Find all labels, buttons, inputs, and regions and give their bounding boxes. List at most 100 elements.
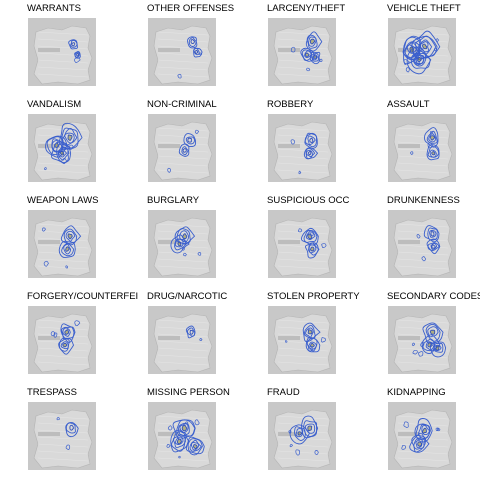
density-contour bbox=[74, 57, 81, 63]
density-plot bbox=[33, 25, 93, 85]
density-contour bbox=[74, 52, 80, 58]
street-line bbox=[277, 45, 329, 50]
street-line bbox=[277, 326, 329, 331]
density-contour bbox=[309, 232, 314, 237]
density-plot bbox=[153, 121, 213, 181]
density-contour bbox=[185, 421, 189, 425]
density-contour bbox=[65, 230, 76, 242]
density-contour bbox=[187, 327, 196, 337]
street-line bbox=[157, 258, 209, 263]
park-area bbox=[278, 48, 300, 52]
density-contour bbox=[170, 429, 190, 453]
street-line bbox=[277, 127, 329, 132]
park-area bbox=[398, 48, 420, 52]
map-tile bbox=[388, 306, 456, 374]
density-contour bbox=[430, 135, 436, 141]
facet-title: FRAUD bbox=[267, 387, 300, 398]
street-line bbox=[277, 230, 329, 235]
density-contour bbox=[44, 167, 47, 171]
facet-title: NON-CRIMINAL bbox=[147, 99, 217, 110]
density-contour bbox=[320, 337, 326, 343]
density-contour bbox=[418, 424, 431, 440]
density-contour bbox=[401, 445, 407, 450]
density-contour bbox=[56, 143, 69, 164]
density-contour bbox=[185, 136, 196, 145]
map-tile bbox=[388, 18, 456, 86]
density-contour bbox=[65, 422, 76, 434]
density-contour bbox=[307, 135, 316, 145]
density-contour bbox=[63, 146, 68, 151]
density-contour bbox=[435, 38, 440, 42]
street-line bbox=[157, 340, 209, 345]
density-contour bbox=[290, 46, 296, 53]
park-area bbox=[158, 432, 180, 436]
density-plot bbox=[153, 25, 213, 85]
street-line bbox=[277, 354, 329, 359]
park-area bbox=[158, 48, 180, 52]
density-contour bbox=[189, 439, 202, 452]
park-area bbox=[158, 240, 180, 244]
density-contour bbox=[304, 132, 318, 149]
street-line bbox=[157, 251, 209, 256]
density-contour bbox=[410, 151, 414, 155]
street-line bbox=[37, 162, 89, 167]
density-plot bbox=[393, 121, 453, 181]
density-contour bbox=[421, 427, 427, 434]
street-line bbox=[397, 361, 449, 366]
street-line bbox=[277, 59, 329, 64]
density-contour bbox=[193, 444, 198, 450]
facet-panel: VANDALISM bbox=[0, 96, 120, 192]
density-contour bbox=[304, 132, 317, 148]
park-area bbox=[38, 336, 60, 340]
density-contour bbox=[62, 327, 71, 337]
facet-title: VANDALISM bbox=[27, 99, 82, 110]
park-area bbox=[38, 240, 60, 244]
street-line bbox=[157, 230, 209, 235]
density-contour bbox=[303, 324, 316, 339]
density-contour bbox=[309, 38, 316, 45]
density-contour bbox=[429, 230, 437, 238]
street-line bbox=[397, 223, 449, 228]
street-line bbox=[157, 66, 209, 71]
facet-panel: NON-CRIMINAL bbox=[120, 96, 240, 192]
density-contour bbox=[62, 342, 68, 348]
street-line bbox=[37, 230, 89, 235]
density-contour bbox=[68, 39, 78, 50]
street-line bbox=[37, 436, 89, 441]
density-contour bbox=[430, 243, 438, 250]
density-contour bbox=[289, 444, 293, 448]
density-contour bbox=[415, 438, 423, 449]
density-contour bbox=[305, 327, 314, 338]
density-contour bbox=[285, 340, 288, 343]
density-contour bbox=[177, 73, 182, 79]
density-contour bbox=[427, 326, 439, 338]
density-contour bbox=[174, 226, 196, 245]
density-plot bbox=[153, 409, 213, 469]
density-contour bbox=[412, 52, 427, 67]
street-line bbox=[37, 443, 89, 448]
density-contour bbox=[67, 233, 73, 240]
facet-panel: MISSING PERSON bbox=[120, 384, 240, 480]
density-contour bbox=[417, 441, 422, 447]
density-contour bbox=[435, 345, 440, 351]
density-contour bbox=[178, 143, 190, 157]
map-tile bbox=[268, 306, 336, 374]
street-line bbox=[277, 223, 329, 228]
density-contour bbox=[430, 231, 435, 237]
density-contour bbox=[305, 230, 316, 240]
street-line bbox=[397, 443, 449, 448]
map-tile bbox=[148, 18, 216, 86]
density-plot bbox=[33, 313, 93, 373]
map-tile bbox=[148, 114, 216, 182]
street-line bbox=[277, 265, 329, 270]
street-line bbox=[37, 237, 89, 242]
density-contour bbox=[422, 43, 428, 50]
density-contour bbox=[319, 58, 323, 63]
street-line bbox=[37, 31, 89, 36]
park-area bbox=[158, 336, 180, 340]
street-line bbox=[157, 134, 209, 139]
density-contour bbox=[189, 329, 194, 335]
density-plot bbox=[393, 409, 453, 469]
density-contour bbox=[289, 424, 310, 445]
